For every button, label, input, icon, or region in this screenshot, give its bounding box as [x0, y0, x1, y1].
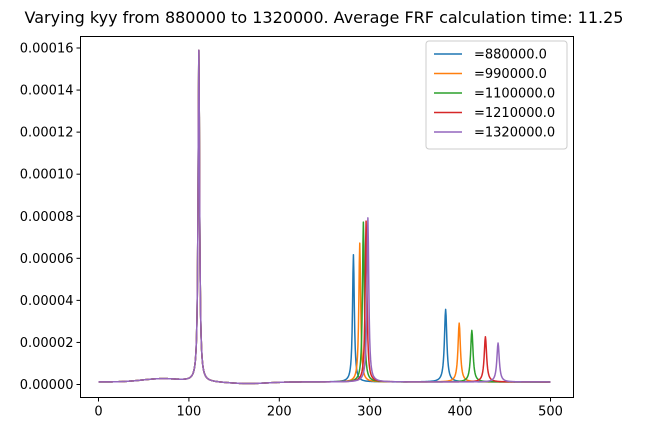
x-tick-label: 300 — [357, 405, 382, 420]
y-tick-label: 0.00008 — [20, 210, 74, 225]
y-tick-label: 0.00010 — [20, 168, 74, 183]
series-layer — [98, 49, 551, 385]
x-tick-label: 400 — [448, 405, 473, 420]
y-tick-label: 0.00014 — [20, 84, 74, 99]
legend-label: =990000.0 — [474, 67, 547, 82]
y-tick-label: 0.00000 — [20, 378, 74, 393]
plot-frame — [80, 36, 574, 398]
y-tick-label: 0.00012 — [20, 126, 74, 141]
x-tick-label: 0 — [94, 405, 102, 420]
legend-box — [425, 40, 568, 150]
x-tick-label: 100 — [176, 405, 201, 420]
y-tick-label: 0.00006 — [20, 252, 74, 267]
chart-title: Varying kyy from 880000 to 1320000. Aver… — [25, 8, 624, 27]
x-tick-label: 500 — [538, 405, 563, 420]
legend-label: =1210000.0 — [474, 106, 555, 121]
axes-layer: 0 100 200 300 400 500 0.00000 0.00002 0.00004 0.0… — [20, 42, 563, 420]
y-tick-label: 0.00004 — [20, 294, 74, 309]
legend-label: =880000.0 — [474, 48, 547, 63]
legend-label: =1100000.0 — [474, 87, 555, 102]
y-tick-label: 0.00016 — [20, 42, 74, 57]
y-tick-label: 0.00002 — [20, 336, 74, 351]
series-line — [98, 49, 551, 385]
legend-label: =1320000.0 — [474, 126, 555, 141]
x-tick-label: 200 — [267, 405, 292, 420]
legend: =880000.0 =990000.0 =1100000.0 =1210000.0 =1… — [425, 40, 568, 150]
